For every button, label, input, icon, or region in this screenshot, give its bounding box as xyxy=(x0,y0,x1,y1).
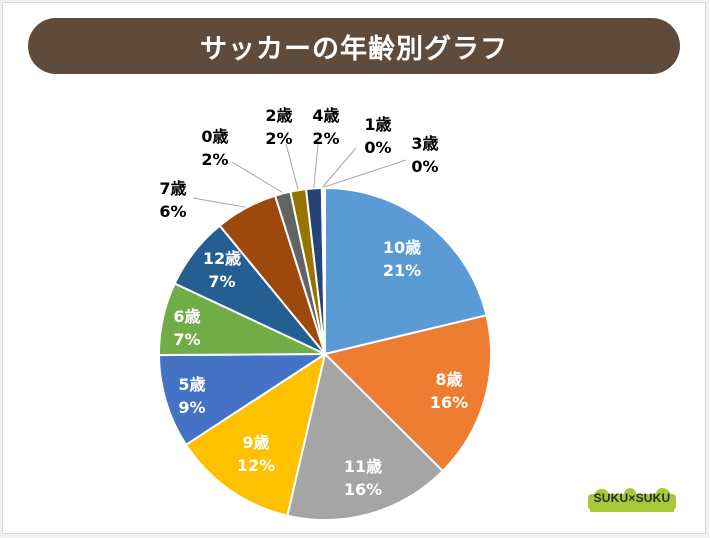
slice-label: 3歳 xyxy=(411,134,438,153)
slice-percent: 12% xyxy=(237,456,275,475)
slice-label: 9歳 xyxy=(242,433,269,452)
pie-slice xyxy=(286,352,445,521)
leader-line xyxy=(231,161,283,193)
leader-line xyxy=(285,143,299,190)
leader-line xyxy=(324,159,407,188)
slice-label: 6歳 xyxy=(173,307,200,326)
leader-line xyxy=(322,147,357,188)
logo-text: SUKU×SUKU xyxy=(593,491,671,505)
slice-label: 10歳 xyxy=(383,238,421,257)
slice-percent: 7% xyxy=(173,330,200,349)
pie-slice xyxy=(184,351,327,517)
slice-percent: 7% xyxy=(208,272,235,291)
slice-percent: 9% xyxy=(178,398,205,417)
slice-percent: 0% xyxy=(364,138,391,157)
slice-label: 11歳 xyxy=(344,457,382,476)
slice-percent: 2% xyxy=(201,150,228,169)
slice-label: 4歳 xyxy=(312,106,339,125)
slice-percent: 21% xyxy=(383,261,421,280)
logo-swoosh xyxy=(588,488,676,512)
pie-slice xyxy=(323,314,492,473)
slice-percent: 2% xyxy=(265,129,292,148)
slice-percent: 0% xyxy=(411,157,438,176)
slice-label: 5歳 xyxy=(178,375,205,394)
slice-label: 12歳 xyxy=(203,249,241,268)
pie-slice xyxy=(322,186,326,355)
slice-percent: 16% xyxy=(344,480,382,499)
slice-label: 0歳 xyxy=(201,127,228,146)
pie-slice xyxy=(324,186,488,356)
slice-label: 8歳 xyxy=(435,370,462,389)
chart-title: サッカーの年齢別グラフ xyxy=(200,33,508,65)
leader-line xyxy=(192,197,246,208)
brand-logo: SUKU×SUKU xyxy=(586,482,678,520)
slice-label: 7歳 xyxy=(159,179,186,198)
leader-line xyxy=(313,143,319,188)
slice-percent: 6% xyxy=(159,202,186,221)
slice-percent: 16% xyxy=(430,393,468,412)
slice-percent: 2% xyxy=(312,129,339,148)
title-banner: サッカーの年齢別グラフ xyxy=(28,18,680,74)
slice-label: 1歳 xyxy=(364,115,391,134)
slice-label: 2歳 xyxy=(265,106,292,125)
pie-slice xyxy=(157,352,329,447)
